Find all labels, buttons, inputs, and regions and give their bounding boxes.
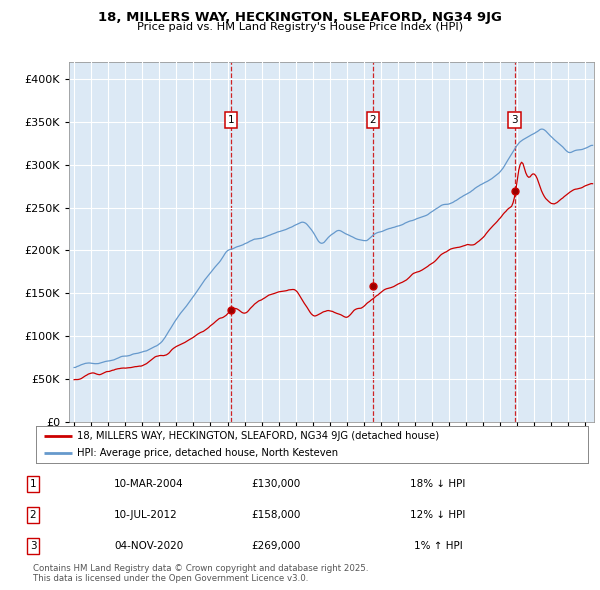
Text: Contains HM Land Registry data © Crown copyright and database right 2025.
This d: Contains HM Land Registry data © Crown c… <box>33 564 368 584</box>
Text: £269,000: £269,000 <box>251 541 301 550</box>
Text: 3: 3 <box>29 541 37 550</box>
Text: 10-JUL-2012: 10-JUL-2012 <box>114 510 178 520</box>
Text: 1: 1 <box>227 115 234 125</box>
Text: 18, MILLERS WAY, HECKINGTON, SLEAFORD, NG34 9JG (detached house): 18, MILLERS WAY, HECKINGTON, SLEAFORD, N… <box>77 431 440 441</box>
Text: £130,000: £130,000 <box>251 480 301 489</box>
Text: 2: 2 <box>370 115 376 125</box>
Text: 18% ↓ HPI: 18% ↓ HPI <box>410 480 466 489</box>
Text: £158,000: £158,000 <box>251 510 301 520</box>
Text: 3: 3 <box>511 115 518 125</box>
Text: 10-MAR-2004: 10-MAR-2004 <box>114 480 184 489</box>
Text: 1: 1 <box>29 480 37 489</box>
Text: 12% ↓ HPI: 12% ↓ HPI <box>410 510 466 520</box>
Text: 04-NOV-2020: 04-NOV-2020 <box>114 541 183 550</box>
Text: 18, MILLERS WAY, HECKINGTON, SLEAFORD, NG34 9JG: 18, MILLERS WAY, HECKINGTON, SLEAFORD, N… <box>98 11 502 24</box>
Text: Price paid vs. HM Land Registry's House Price Index (HPI): Price paid vs. HM Land Registry's House … <box>137 22 463 32</box>
Text: HPI: Average price, detached house, North Kesteven: HPI: Average price, detached house, Nort… <box>77 448 338 458</box>
Text: 2: 2 <box>29 510 37 520</box>
Text: 1% ↑ HPI: 1% ↑ HPI <box>413 541 463 550</box>
